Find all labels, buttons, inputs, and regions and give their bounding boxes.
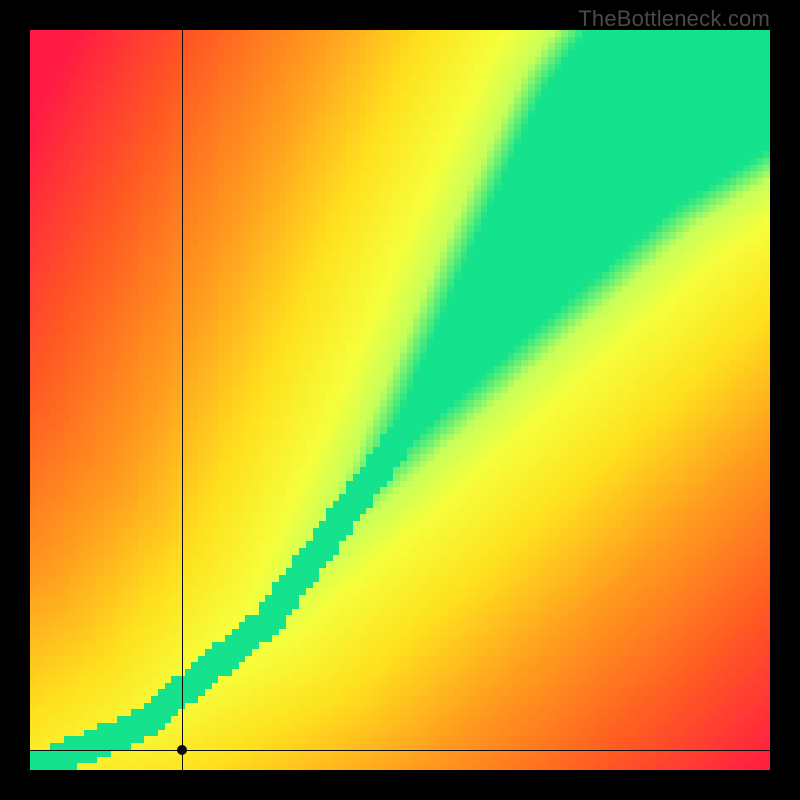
watermark-label: TheBottleneck.com bbox=[578, 6, 770, 32]
crosshair-vertical-line bbox=[182, 30, 183, 770]
crosshair-marker-dot bbox=[177, 745, 187, 755]
crosshair-horizontal-line bbox=[30, 750, 770, 751]
bottleneck-heatmap bbox=[30, 30, 770, 770]
plot-area bbox=[30, 30, 770, 770]
